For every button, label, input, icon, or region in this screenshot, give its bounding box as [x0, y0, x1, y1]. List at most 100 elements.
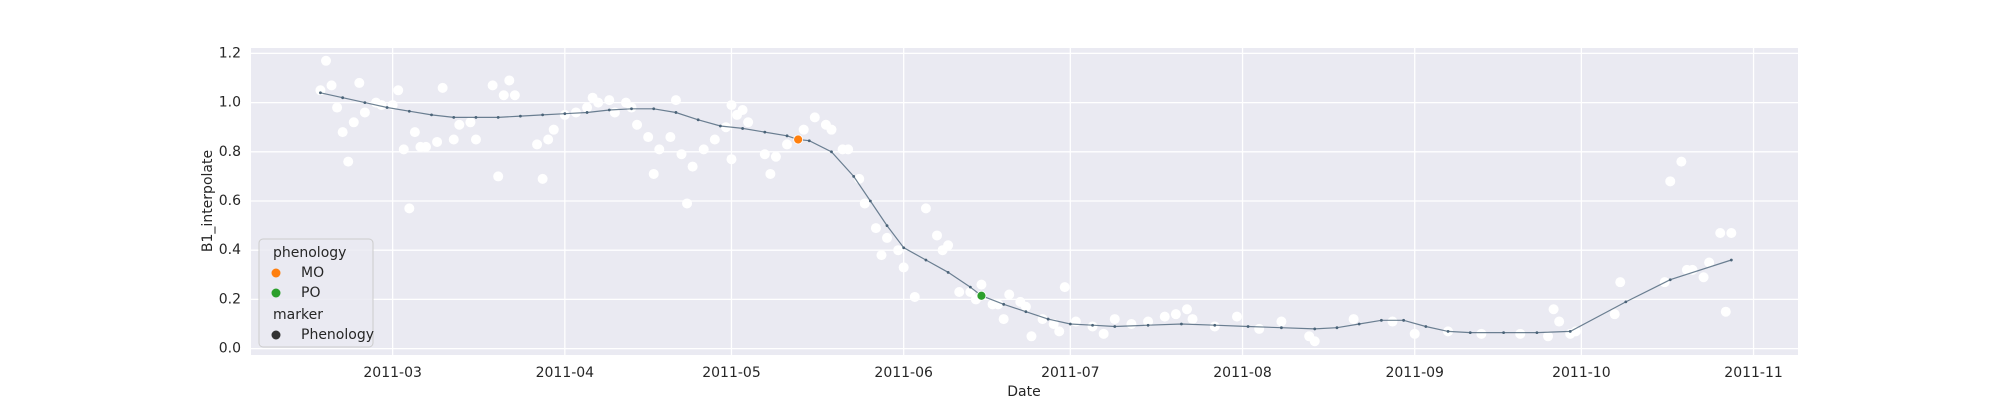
raw-point [1309, 336, 1320, 347]
line-dot [563, 112, 567, 116]
raw-point [1170, 309, 1181, 320]
raw-point [343, 156, 354, 167]
raw-point [943, 240, 954, 251]
raw-point [1109, 314, 1120, 325]
raw-point [487, 80, 498, 91]
raw-point [1726, 227, 1737, 238]
interpolated-line [320, 92, 1732, 334]
raw-point [354, 77, 365, 88]
line-dot [1535, 331, 1539, 335]
raw-point [643, 132, 654, 143]
raw-point [1126, 319, 1137, 330]
line-dot [696, 118, 700, 122]
line-dot [1468, 331, 1472, 335]
raw-point [1543, 331, 1554, 342]
line-dot [1313, 327, 1317, 331]
raw-point [409, 127, 420, 138]
x-tick-label: 2011-09 [1385, 365, 1444, 381]
line-dot [630, 107, 633, 111]
raw-point [920, 203, 931, 214]
line-dot [674, 111, 678, 114]
raw-point [493, 171, 504, 182]
line-dot [830, 150, 833, 154]
line-dot [807, 139, 811, 143]
line-dot [1046, 317, 1050, 321]
y-tick-label: 1.2 [219, 45, 241, 61]
phenology-point [793, 134, 804, 145]
raw-point [1687, 264, 1698, 275]
raw-point [1004, 289, 1015, 300]
line-dot [607, 108, 611, 112]
line-dot [1002, 302, 1006, 306]
line-dot [1357, 322, 1361, 326]
raw-point [320, 55, 331, 66]
raw-point [420, 141, 431, 152]
raw-point [687, 161, 698, 172]
raw-point [898, 262, 909, 273]
raw-point [893, 245, 904, 256]
x-tick-label: 2011-11 [1724, 365, 1783, 381]
raw-point [532, 139, 543, 150]
raw-point [737, 104, 748, 115]
raw-point [1143, 316, 1154, 327]
line-dot [652, 107, 656, 111]
raw-point [782, 139, 793, 150]
raw-point [543, 134, 554, 145]
raw-point [1554, 316, 1565, 327]
line-dot [1729, 258, 1733, 262]
line-dot [363, 101, 367, 105]
raw-point [1665, 176, 1676, 187]
line-dot [341, 96, 345, 100]
y-tick-label: 1.0 [219, 95, 241, 111]
y-tick-label: 0.8 [219, 144, 241, 160]
raw-point [648, 168, 659, 179]
raw-point [509, 90, 520, 101]
raw-point [1181, 304, 1192, 315]
line-dot [946, 270, 950, 274]
raw-point [743, 117, 754, 128]
raw-point [932, 230, 943, 241]
raw-point [709, 134, 720, 145]
raw-point [582, 102, 593, 113]
y-tick-label: 0.4 [219, 242, 241, 258]
raw-point [1615, 277, 1626, 288]
raw-point [1515, 328, 1526, 339]
legend-title: phenology [273, 245, 346, 261]
raw-point [1676, 156, 1687, 167]
raw-point [954, 287, 965, 298]
raw-point [1159, 311, 1170, 322]
line-dot [1246, 325, 1250, 328]
line-dot [1091, 323, 1094, 327]
raw-point [1570, 326, 1581, 337]
raw-point [1054, 326, 1065, 337]
raw-point [1698, 272, 1709, 283]
line-dot [902, 246, 906, 250]
line-dot [1335, 326, 1339, 330]
raw-point [1254, 323, 1265, 334]
line-dot [496, 115, 500, 119]
line-dot [868, 199, 872, 203]
x-axis-label: Date [1007, 384, 1040, 400]
raw-point [548, 124, 559, 135]
y-axis-label: B1_interpolate [200, 150, 216, 252]
raw-point [1098, 328, 1109, 339]
raw-point [676, 149, 687, 160]
legend-label: PO [301, 285, 320, 301]
raw-point [765, 168, 776, 179]
raw-point [1609, 309, 1620, 320]
legend-marker [271, 268, 281, 278]
raw-point [1548, 304, 1559, 315]
raw-point [593, 97, 604, 108]
raw-point [437, 82, 448, 93]
raw-point [537, 173, 548, 184]
y-tick-label: 0.6 [219, 193, 241, 209]
line-dot [852, 175, 856, 178]
raw-point [993, 299, 1004, 310]
line-dot [1379, 318, 1383, 322]
raw-point [432, 136, 443, 147]
line-dot [1024, 310, 1028, 314]
x-tick-label: 2011-07 [1041, 365, 1100, 381]
raw-point [604, 95, 615, 106]
raw-point [759, 149, 770, 160]
